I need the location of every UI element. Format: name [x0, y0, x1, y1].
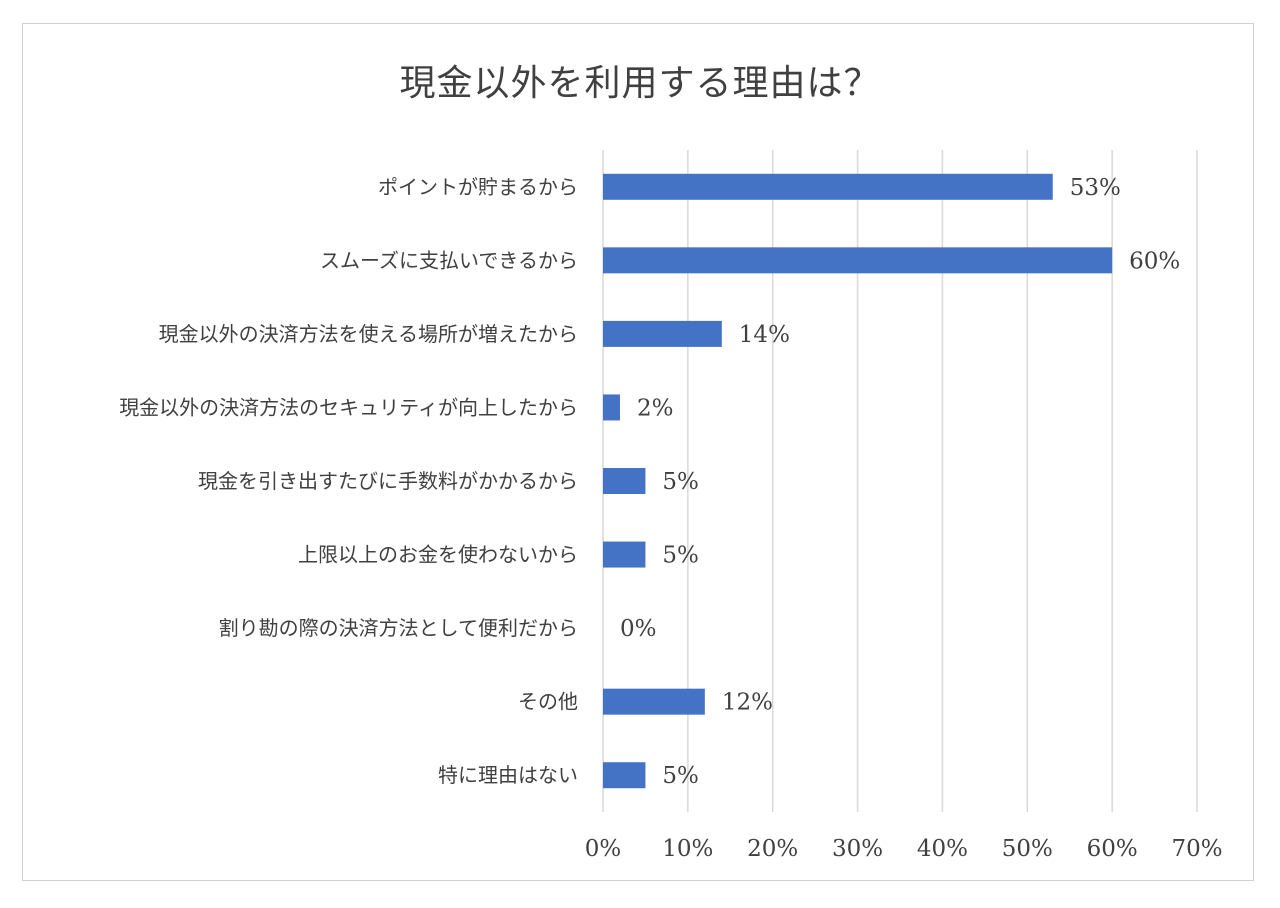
- category-label: 現金以外の決済方法のセキュリティが向上したから: [119, 395, 578, 419]
- data-label: 5%: [662, 763, 699, 789]
- data-label: 12%: [722, 690, 773, 716]
- data-label: 14%: [739, 322, 790, 348]
- x-tick-label: 60%: [1087, 836, 1138, 862]
- category-label: 上限以上のお金を使わないから: [298, 543, 578, 567]
- x-tick-label: 30%: [832, 836, 883, 862]
- bar: [603, 762, 646, 789]
- bar: [603, 688, 705, 715]
- bar: [603, 173, 1053, 200]
- x-tick-label: 40%: [917, 836, 968, 862]
- category-label: 割り勘の際の決済方法として便利だから: [219, 616, 578, 640]
- data-label: 60%: [1129, 248, 1180, 274]
- bar: [603, 394, 620, 421]
- data-label: 0%: [620, 616, 657, 642]
- x-tick-label: 20%: [747, 836, 798, 862]
- category-label: スムーズに支払いできるから: [320, 248, 578, 272]
- data-label: 5%: [662, 543, 699, 569]
- category-label: ポイントが貯まるから: [378, 175, 578, 199]
- x-tick-label: 50%: [1002, 836, 1053, 862]
- bar: [603, 320, 722, 347]
- chart-title: 現金以外を利用する理由は？: [399, 63, 881, 104]
- x-tick-label: 0%: [585, 836, 622, 862]
- bar: [603, 247, 1113, 274]
- category-label: その他: [518, 690, 578, 714]
- x-tick-label: 10%: [662, 836, 713, 862]
- category-label: 現金以外の決済方法を使える場所が増えたから: [159, 322, 578, 346]
- data-label: 53%: [1070, 175, 1121, 201]
- data-label: 5%: [662, 469, 699, 495]
- bar: [603, 468, 646, 494]
- bar: [603, 541, 646, 568]
- chart-frame: [22, 23, 1254, 881]
- x-tick-label: 70%: [1171, 836, 1222, 862]
- category-label: 現金を引き出すたびに手数料がかかるから: [198, 469, 578, 493]
- data-label: 2%: [637, 395, 674, 421]
- category-label: 特に理由はない: [438, 763, 578, 787]
